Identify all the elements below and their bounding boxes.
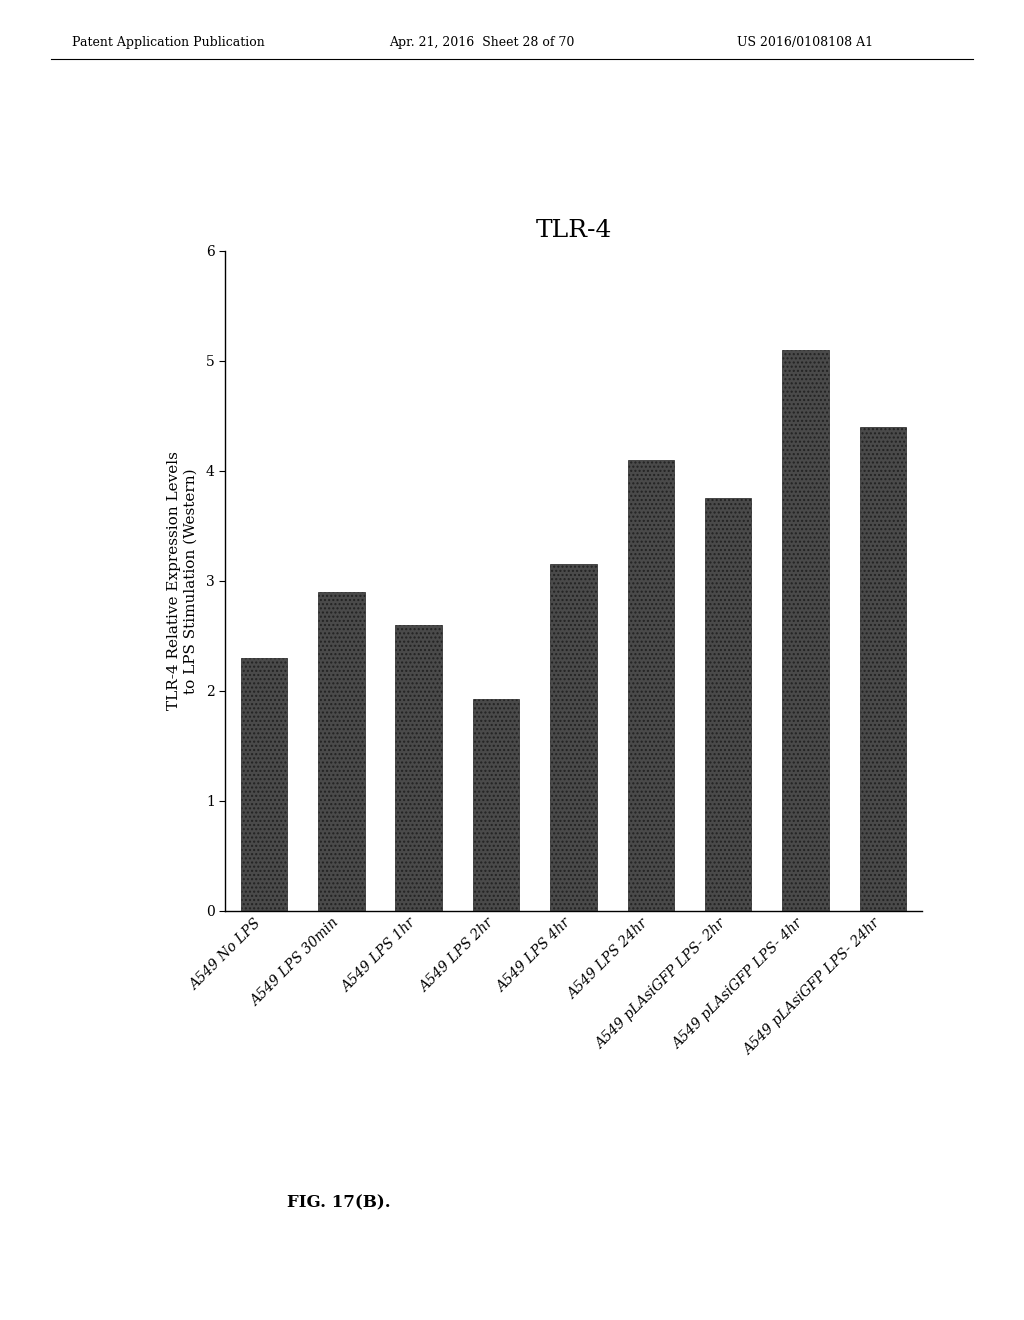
Text: US 2016/0108108 A1: US 2016/0108108 A1 [737,36,873,49]
Bar [705,498,752,911]
Bar [473,698,519,911]
Text: FIG. 17(B).: FIG. 17(B). [287,1195,390,1212]
Text: Apr. 21, 2016  Sheet 28 of 70: Apr. 21, 2016 Sheet 28 of 70 [389,36,574,49]
Text: Patent Application Publication: Patent Application Publication [72,36,264,49]
Bar [628,459,674,911]
Bar [318,591,365,911]
Bar [782,350,828,911]
Bar [860,426,906,911]
Bar [241,657,287,911]
Title: TLR-4: TLR-4 [536,219,611,242]
Y-axis label: TLR-4 Relative Expression Levels
to LPS Stimulation (Western): TLR-4 Relative Expression Levels to LPS … [168,451,198,710]
Bar [550,565,597,911]
Bar [395,624,442,911]
